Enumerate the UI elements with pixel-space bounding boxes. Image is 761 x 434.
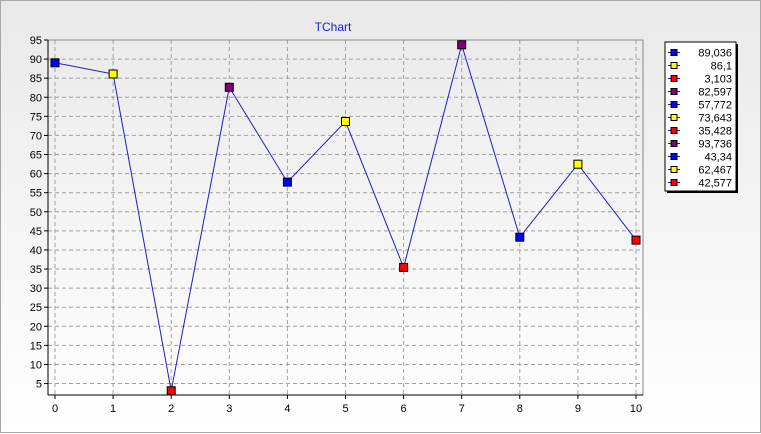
data-point-marker (341, 117, 350, 126)
legend-value-label: 35,428 (698, 126, 732, 138)
x-tick-label: 8 (517, 403, 523, 415)
legend-value-label: 3,103 (704, 74, 732, 86)
y-tick-label: 50 (30, 207, 42, 219)
legend: 89,03686,13,10382,59757,77273,64335,4289… (664, 41, 738, 193)
y-tick-label: 5 (36, 379, 42, 391)
legend-value-label: 82,597 (698, 87, 732, 99)
legend-marker (670, 166, 678, 173)
legend-marker (670, 114, 678, 121)
legend-marker (670, 88, 678, 95)
data-point-marker (573, 159, 583, 169)
legend-value-label: 57,772 (698, 100, 732, 112)
x-tick-label: 5 (342, 403, 348, 415)
y-tick-label: 10 (30, 359, 42, 371)
data-point-marker (399, 262, 409, 272)
x-tick-label: 1 (110, 403, 116, 415)
legend-marker (670, 127, 678, 134)
chart-title: TChart (315, 20, 352, 34)
legend-value-label: 89,036 (698, 48, 732, 60)
legend-marker (670, 153, 678, 160)
x-tick-label: 2 (168, 403, 174, 415)
y-tick-label: 90 (30, 54, 42, 66)
y-tick-label: 35 (30, 264, 42, 276)
x-tick-label: 10 (630, 403, 642, 415)
x-tick-label: 9 (575, 403, 581, 415)
y-axis: 5 10 15 20 25 30 35 40 45 50 55 60 65 70 75 80 85 90 95 (30, 35, 49, 395)
data-point-marker (224, 82, 234, 92)
x-tick-label: 7 (459, 403, 465, 415)
y-tick-label: 30 (30, 283, 42, 295)
legend-marker (670, 179, 678, 186)
legend-value-label: 43,34 (704, 152, 732, 164)
y-tick-label: 75 (30, 111, 42, 123)
y-tick-label: 80 (30, 92, 42, 104)
y-tick-label: 85 (30, 73, 42, 85)
series-layer (50, 40, 641, 396)
legend-marker (670, 140, 678, 147)
data-point-marker (282, 177, 292, 187)
y-tick-label: 20 (30, 321, 42, 333)
y-tick-label: 55 (30, 188, 42, 200)
legend-value-label: 73,643 (698, 113, 732, 125)
x-axis: 0 1 2 3 4 5 6 7 8 9 10 (48, 394, 643, 415)
gridlines (48, 39, 643, 395)
x-tick-label: 0 (52, 403, 58, 415)
x-tick-label: 4 (284, 403, 290, 415)
y-tick-label: 15 (30, 340, 42, 352)
legend-marker (670, 49, 678, 56)
y-tick-label: 95 (30, 35, 42, 47)
x-tick-label: 6 (401, 403, 407, 415)
y-tick-label: 65 (30, 150, 42, 162)
legend-value-label: 93,736 (698, 139, 732, 151)
data-point-marker (631, 235, 641, 245)
y-tick-label: 70 (30, 130, 42, 142)
data-point-marker (50, 58, 60, 68)
legend-value-label: 86,1 (711, 61, 732, 73)
data-point-marker (515, 232, 525, 242)
legend-marker (670, 75, 678, 82)
data-point-marker (457, 40, 467, 50)
y-tick-label: 25 (30, 302, 42, 314)
data-point-marker (108, 69, 118, 79)
legend-marker (670, 101, 678, 108)
x-tick-label: 3 (226, 403, 232, 415)
data-point-marker (166, 386, 176, 396)
y-tick-label: 45 (30, 226, 42, 238)
legend-value-label: 62,467 (698, 165, 732, 177)
legend-marker (670, 62, 678, 69)
y-tick-label: 40 (30, 245, 42, 257)
legend-value-label: 42,577 (698, 178, 732, 190)
y-tick-label: 60 (30, 169, 42, 181)
